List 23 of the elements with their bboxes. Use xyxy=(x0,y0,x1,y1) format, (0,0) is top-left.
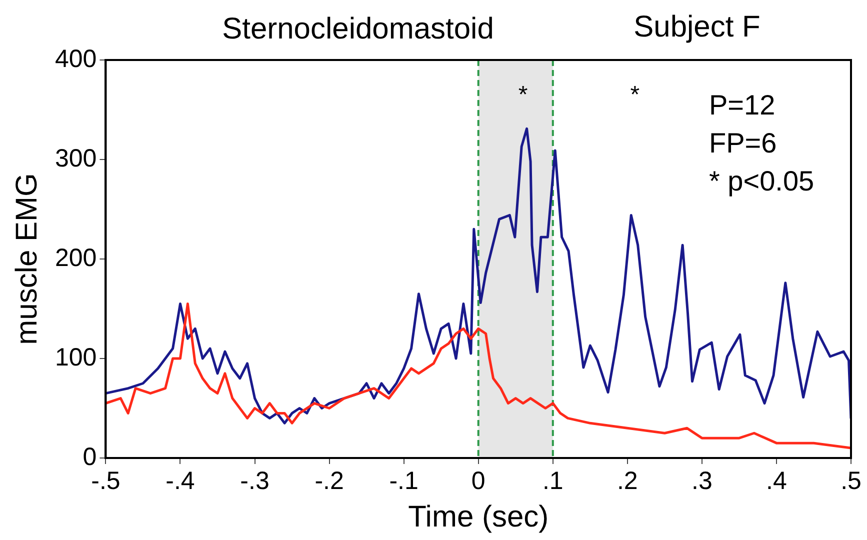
y-tick-label: 400 xyxy=(54,44,97,73)
annotation: P=12 xyxy=(709,90,776,121)
x-tick-label: .1 xyxy=(542,466,564,495)
annotation: * xyxy=(630,81,640,108)
x-tick-label: -.1 xyxy=(389,466,418,495)
chart-subtitle: Subject F xyxy=(634,10,760,44)
x-tick-label: -.2 xyxy=(314,466,344,495)
annotation: FP=6 xyxy=(709,128,777,159)
x-tick-label: .4 xyxy=(766,466,787,495)
y-tick-label: 200 xyxy=(54,244,97,272)
y-tick-label: 100 xyxy=(54,343,97,372)
x-axis-title: Time (sec) xyxy=(408,500,549,534)
x-tick-label: .3 xyxy=(692,466,712,495)
x-tick-label: 0 xyxy=(471,466,486,495)
x-tick-label: -.4 xyxy=(166,466,195,495)
x-tick-label: -.3 xyxy=(240,466,270,495)
chart-title: Sternocleidomastoid xyxy=(222,12,494,46)
y-tick-label: 300 xyxy=(54,144,97,172)
y-axis-title: muscle EMG xyxy=(10,173,44,345)
x-tick-label: .5 xyxy=(840,466,862,495)
annotation: * xyxy=(518,81,528,108)
annotation: * p<0.05 xyxy=(709,166,814,197)
x-tick-label: .2 xyxy=(616,466,638,495)
